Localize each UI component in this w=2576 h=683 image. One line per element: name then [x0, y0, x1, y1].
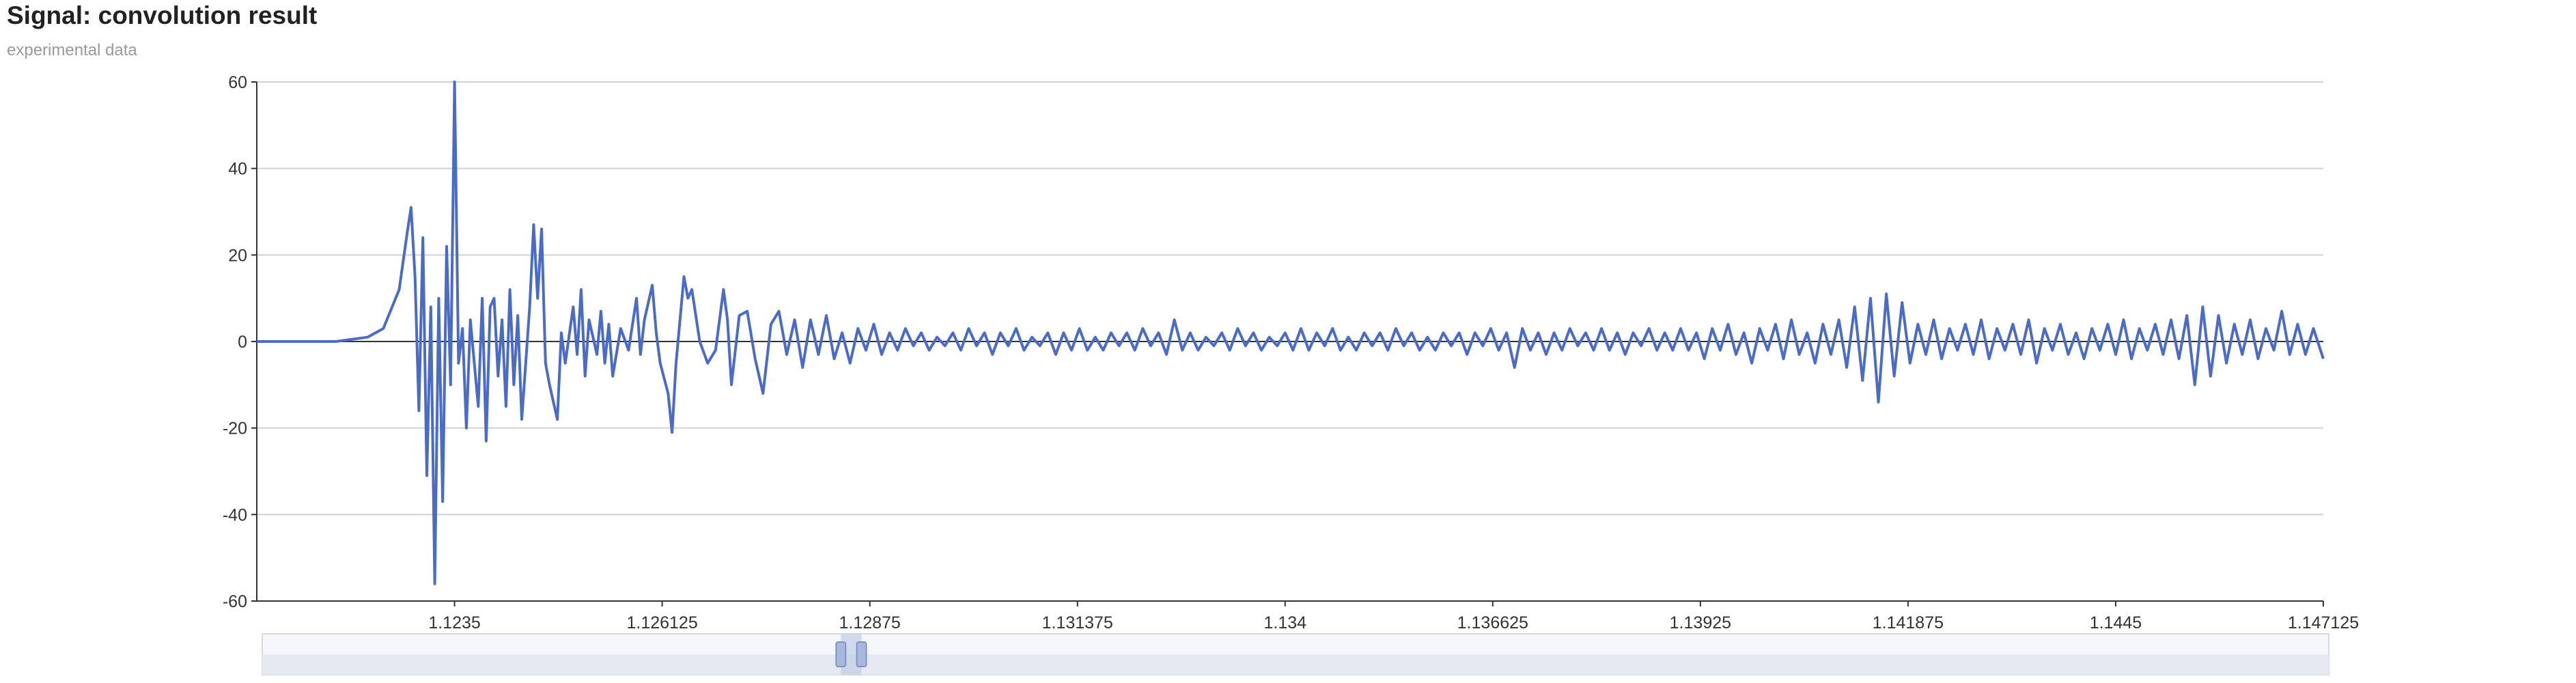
zoom-handle[interactable] — [835, 641, 847, 667]
zoom-handle[interactable] — [856, 641, 867, 667]
y-tick-label: -60 — [223, 592, 247, 611]
data-zoom-slider[interactable] — [262, 633, 2329, 675]
x-tick-label: 1.141875 — [1873, 613, 1944, 632]
chart-title: Signal: convolution result — [7, 1, 318, 29]
y-tick-label: 60 — [228, 73, 247, 92]
x-tick-label: 1.12875 — [839, 613, 900, 632]
y-tick-label: -40 — [223, 505, 247, 525]
x-tick-label: 1.134 — [1263, 613, 1306, 632]
x-tick-label: 1.1235 — [428, 613, 480, 632]
y-axis-ticks: 60 40 20 0 -20 -40 -60 — [223, 73, 257, 611]
y-tick-label: 0 — [238, 333, 247, 352]
x-tick-label: 1.131375 — [1042, 613, 1113, 632]
x-tick-label: 1.126125 — [626, 613, 697, 632]
zoom-preview — [262, 654, 2329, 675]
series-line — [257, 81, 2325, 585]
y-tick-label: 40 — [228, 160, 247, 179]
series-group — [257, 81, 2325, 585]
x-tick-label: 1.1445 — [2090, 613, 2142, 632]
y-tick-label: -20 — [223, 419, 247, 438]
x-tick-label: 1.136625 — [1457, 613, 1528, 632]
x-axis-ticks: 1.1235 1.126125 1.12875 1.131375 1.134 1.1366… — [428, 601, 2359, 632]
x-tick-label: 1.147125 — [2288, 613, 2359, 632]
y-tick-label: 20 — [228, 246, 247, 265]
x-tick-label: 1.13925 — [1670, 613, 1731, 632]
chart-subtitle: experimental data — [7, 41, 137, 59]
